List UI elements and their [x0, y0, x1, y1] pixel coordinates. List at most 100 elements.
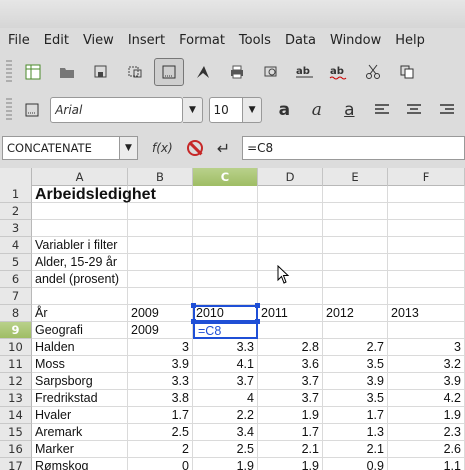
cell-a12[interactable]: Sarpsborg [32, 373, 128, 390]
menu-data[interactable]: Data [284, 32, 316, 48]
cut-icon[interactable] [358, 58, 388, 86]
row-header-9[interactable]: 9 [0, 322, 32, 339]
cell-c13[interactable]: 4 [193, 390, 258, 407]
menu-tools[interactable]: Tools [238, 32, 271, 48]
cell-c11[interactable]: 4.1 [193, 356, 258, 373]
cell-a13[interactable]: Fredrikstad [32, 390, 128, 407]
cell-e3[interactable] [323, 220, 388, 237]
function-wizard-button[interactable]: f(x) [152, 141, 173, 155]
cell-e16[interactable]: 2.1 [323, 441, 388, 458]
row-header-13[interactable]: 13 [0, 390, 32, 407]
cell-b13[interactable]: 3.8 [128, 390, 193, 407]
cell-e11[interactable]: 3.5 [323, 356, 388, 373]
cell-d11[interactable]: 3.6 [258, 356, 323, 373]
cell-a4[interactable]: Variabler i filter [32, 237, 128, 254]
row-header-7[interactable]: 7 [0, 288, 32, 305]
column-header-e[interactable]: E [323, 168, 388, 186]
cell-e15[interactable]: 1.3 [323, 424, 388, 441]
cell-d15[interactable]: 1.7 [258, 424, 323, 441]
cell-f12[interactable]: 3.9 [388, 373, 465, 390]
cell-c12[interactable]: 3.7 [193, 373, 258, 390]
reference-handle[interactable] [255, 303, 260, 308]
cell-c14[interactable]: 2.2 [193, 407, 258, 424]
cell-f9[interactable] [388, 322, 465, 339]
toolbar-grip[interactable] [6, 60, 12, 84]
print-icon[interactable] [222, 58, 252, 86]
cell-e9[interactable] [323, 322, 388, 339]
cell-e17[interactable]: 0.9 [323, 458, 388, 470]
direct-export-pdf-icon[interactable] [188, 58, 218, 86]
cell-c15[interactable]: 3.4 [193, 424, 258, 441]
cell-d1[interactable] [258, 186, 323, 203]
cell-d17[interactable]: 1.9 [258, 458, 323, 470]
cell-c8[interactable]: 2010 [193, 305, 258, 322]
cell-f5[interactable] [388, 254, 465, 271]
cell-d7[interactable] [258, 288, 323, 305]
cell-d16[interactable]: 2.1 [258, 441, 323, 458]
cell-a17[interactable]: Rømskog [32, 458, 128, 470]
cell-c9[interactable]: =C8 [193, 322, 258, 339]
cell-a3[interactable] [32, 220, 128, 237]
font-name-dropdown-icon[interactable]: ▼ [183, 97, 203, 123]
menu-file[interactable]: File [8, 32, 30, 48]
menu-view[interactable]: View [82, 32, 114, 48]
cell-c7[interactable] [193, 288, 258, 305]
cell-f14[interactable]: 1.9 [388, 407, 465, 424]
toolbar-grip-2[interactable] [6, 98, 12, 122]
cell-a1[interactable]: Arbeidsledighet [32, 186, 156, 203]
cell-c16[interactable]: 2.5 [193, 441, 258, 458]
cell-d6[interactable] [258, 271, 323, 288]
menu-edit[interactable]: Edit [43, 32, 69, 48]
font-name-input[interactable]: Arial [50, 97, 184, 123]
cell-b17[interactable]: 0 [128, 458, 193, 470]
row-header-10[interactable]: 10 [0, 339, 32, 356]
cell-b11[interactable]: 3.9 [128, 356, 193, 373]
cancel-icon[interactable] [186, 140, 203, 156]
row-header-14[interactable]: 14 [0, 407, 32, 424]
menu-window[interactable]: Window [330, 32, 382, 48]
cell-d9[interactable] [258, 322, 323, 339]
cell-d8[interactable]: 2011 [258, 305, 323, 322]
cell-b5[interactable] [128, 254, 193, 271]
cell-e2[interactable] [323, 203, 388, 220]
cell-d2[interactable] [258, 203, 323, 220]
cell-b1[interactable] [128, 186, 193, 203]
reference-handle[interactable] [255, 319, 260, 324]
select-all-corner[interactable] [0, 168, 32, 186]
cell-f4[interactable] [388, 237, 465, 254]
cell-e7[interactable] [323, 288, 388, 305]
cell-d14[interactable]: 1.9 [258, 407, 323, 424]
cell-f13[interactable]: 4.2 [388, 390, 465, 407]
underline-icon[interactable]: a [344, 100, 355, 120]
row-header-15[interactable]: 15 [0, 424, 32, 441]
column-header-f[interactable]: F [388, 168, 465, 186]
column-header-d[interactable]: D [258, 168, 323, 186]
cell-c2[interactable] [193, 203, 258, 220]
cell-b12[interactable]: 3.3 [128, 373, 193, 390]
bold-icon[interactable]: a [278, 100, 291, 120]
menu-format[interactable]: Format [179, 32, 225, 48]
cell-d5[interactable] [258, 254, 323, 271]
new-spreadsheet-icon[interactable] [18, 58, 48, 86]
row-header-6[interactable]: 6 [0, 271, 32, 288]
cell-e8[interactable]: 2012 [323, 305, 388, 322]
cell-f8[interactable]: 2013 [388, 305, 465, 322]
autospellcheck-icon[interactable]: ab [324, 58, 354, 86]
cell-c5[interactable] [193, 254, 258, 271]
cell-b15[interactable]: 2.5 [128, 424, 193, 441]
cell-b16[interactable]: 2 [128, 441, 193, 458]
cell-a11[interactable]: Moss [32, 356, 128, 373]
cell-d12[interactable]: 3.7 [258, 373, 323, 390]
menu-insert[interactable]: Insert [127, 32, 166, 48]
cell-e13[interactable]: 3.5 [323, 390, 388, 407]
cell-c4[interactable] [193, 237, 258, 254]
cell-f3[interactable] [388, 220, 465, 237]
print-preview-icon[interactable] [256, 58, 286, 86]
name-box-dropdown-icon[interactable]: ▼ [120, 136, 138, 160]
menu-help[interactable]: Help [395, 32, 425, 48]
cell-b6[interactable] [128, 271, 193, 288]
cell-f11[interactable]: 3.2 [388, 356, 465, 373]
cell-a7[interactable] [32, 288, 128, 305]
cell-a2[interactable] [32, 203, 128, 220]
